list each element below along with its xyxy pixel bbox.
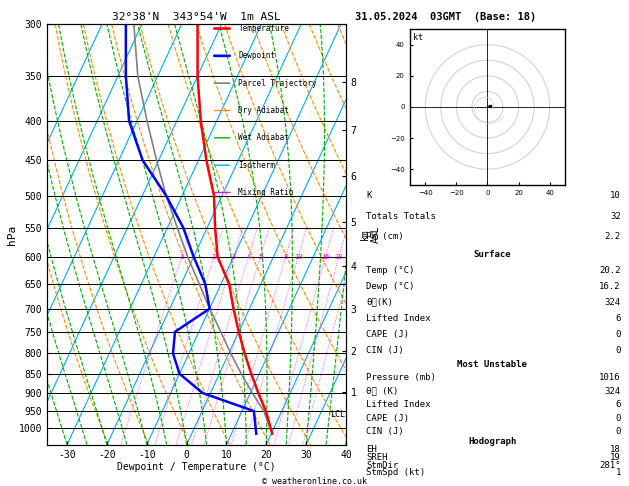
Text: Dewpoint: Dewpoint [238,52,276,60]
Text: 31.05.2024  03GMT  (Base: 18): 31.05.2024 03GMT (Base: 18) [355,12,537,22]
Text: Dewp (°C): Dewp (°C) [366,282,415,291]
Text: 16.2: 16.2 [599,282,621,291]
Text: 19: 19 [610,453,621,462]
Text: 6: 6 [615,313,621,323]
Text: Parcel Trajectory: Parcel Trajectory [238,79,317,87]
Text: 8: 8 [284,254,287,260]
Text: EH: EH [366,445,377,454]
Text: 6: 6 [615,400,621,409]
Text: 10: 10 [294,254,303,260]
Text: Pressure (mb): Pressure (mb) [366,373,436,382]
Text: Mixing Ratio: Mixing Ratio [238,188,294,197]
Text: 4: 4 [247,254,250,260]
Text: 1: 1 [615,469,621,477]
Text: 281°: 281° [599,461,621,469]
Text: kt: kt [413,33,423,42]
Text: 324: 324 [604,387,621,396]
Text: 3: 3 [231,254,236,260]
Text: 1016: 1016 [599,373,621,382]
Text: 0: 0 [615,330,621,339]
Text: StmSpd (kt): StmSpd (kt) [366,469,425,477]
X-axis label: Dewpoint / Temperature (°C): Dewpoint / Temperature (°C) [117,462,276,472]
Text: CIN (J): CIN (J) [366,427,404,436]
Text: Most Unstable: Most Unstable [457,360,527,369]
Text: Isotherm: Isotherm [238,161,276,170]
Text: 18: 18 [610,445,621,454]
Y-axis label: hPa: hPa [8,225,18,244]
Text: 324: 324 [604,297,621,307]
Text: CAPE (J): CAPE (J) [366,330,409,339]
Y-axis label: km
ASL: km ASL [359,226,381,243]
Text: Dry Adiabat: Dry Adiabat [238,106,289,115]
Text: 5: 5 [258,254,262,260]
Text: Surface: Surface [474,250,511,259]
Text: 0: 0 [615,414,621,422]
Text: Temperature: Temperature [238,24,289,33]
Text: 0: 0 [615,346,621,354]
Text: 20.2: 20.2 [599,266,621,275]
Text: Temp (°C): Temp (°C) [366,266,415,275]
Text: 32: 32 [610,211,621,221]
Text: θᴇ (K): θᴇ (K) [366,387,399,396]
Text: 2.2: 2.2 [604,232,621,241]
Text: CAPE (J): CAPE (J) [366,414,409,422]
Text: 2: 2 [211,254,216,260]
Text: θᴇ(K): θᴇ(K) [366,297,393,307]
Text: 10: 10 [610,191,621,200]
Text: Hodograph: Hodograph [468,437,516,446]
Text: CIN (J): CIN (J) [366,346,404,354]
Text: LCL: LCL [330,410,345,419]
Text: 0: 0 [615,427,621,436]
Text: StmDir: StmDir [366,461,399,469]
Text: SREH: SREH [366,453,388,462]
Text: K: K [366,191,372,200]
Text: Wet Adiabat: Wet Adiabat [238,133,289,142]
Text: Lifted Index: Lifted Index [366,400,431,409]
Text: 20: 20 [335,254,343,260]
Text: 1: 1 [179,254,184,260]
Text: Totals Totals: Totals Totals [366,211,436,221]
Text: 32°38'N  343°54'W  1m ASL: 32°38'N 343°54'W 1m ASL [112,12,281,22]
Text: 16: 16 [321,254,330,260]
Text: PW (cm): PW (cm) [366,232,404,241]
Text: © weatheronline.co.uk: © weatheronline.co.uk [262,477,367,486]
Text: Lifted Index: Lifted Index [366,313,431,323]
